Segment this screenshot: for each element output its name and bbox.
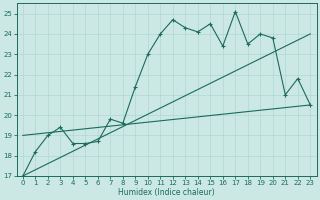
X-axis label: Humidex (Indice chaleur): Humidex (Indice chaleur) — [118, 188, 215, 197]
